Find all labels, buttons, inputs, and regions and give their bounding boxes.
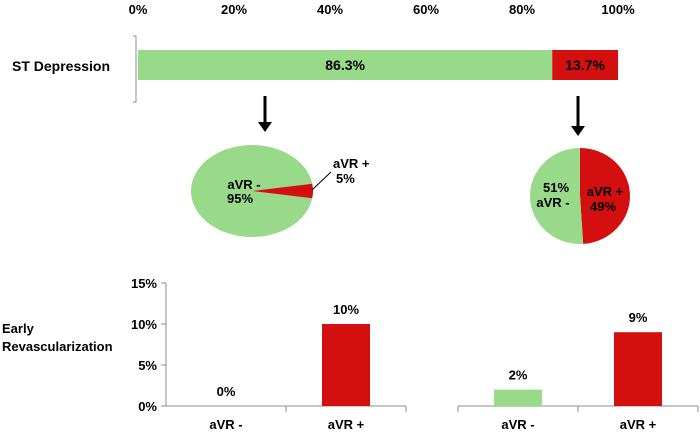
pie-slice-name: aVR +: [333, 156, 370, 171]
segment-value-label: 13.7%: [565, 57, 605, 73]
category-label: ST Depression: [12, 58, 110, 74]
pie-slice-name: aVR -: [536, 195, 569, 210]
y-tick-label: 5%: [138, 358, 157, 373]
x-tick-label: 40%: [317, 2, 343, 17]
column-bar: [494, 389, 542, 406]
pie-slice: [252, 183, 313, 199]
x-tick-label: 60%: [413, 2, 439, 17]
pie-slice-percent: 5%: [336, 171, 355, 186]
pie-slice-percent: 49%: [590, 199, 616, 214]
column-value-label: 9%: [629, 310, 648, 325]
down-arrow-head: [571, 126, 585, 136]
column-value-label: 2%: [509, 368, 528, 383]
column-value-label: 10%: [333, 302, 359, 317]
pie-slice-name: aVR +: [587, 184, 624, 199]
y-axis-title: Early Revascularization: [2, 321, 113, 354]
pie-slice: [530, 148, 584, 244]
x-tick-label: 20%: [221, 2, 247, 17]
x-category-label: aVR -: [501, 417, 534, 432]
column-bar: [322, 324, 370, 406]
pie-slice: [580, 148, 631, 244]
category-axis-bracket: [133, 35, 137, 103]
y-tick-label: 10%: [131, 317, 157, 332]
pie-slice-percent: 95%: [227, 191, 253, 206]
stacked-bar-segment: [138, 50, 553, 80]
column-value-label: 0%: [217, 384, 236, 399]
segment-value-label: 86.3%: [325, 57, 365, 73]
pie-slice-name: aVR -: [227, 177, 260, 192]
x-category-label: aVR +: [328, 417, 365, 432]
x-tick-label: 0%: [129, 2, 148, 17]
down-arrow-head: [258, 122, 272, 132]
pie-slice-percent: 51%: [543, 180, 569, 195]
x-tick-label: 80%: [509, 2, 535, 17]
pie-slice: [190, 145, 313, 238]
column-bar: [614, 332, 662, 406]
x-category-label: aVR +: [620, 417, 657, 432]
x-category-label: aVR -: [209, 417, 242, 432]
y-axis-title-line: Early: [2, 321, 35, 336]
y-tick-label: 15%: [131, 276, 157, 291]
x-tick-label: 100%: [601, 2, 635, 17]
y-tick-label: 0%: [138, 399, 157, 414]
y-axis-title-line: Revascularization: [2, 339, 113, 354]
stacked-bar-segment: [552, 50, 618, 80]
pie-leader-line: [311, 171, 332, 191]
